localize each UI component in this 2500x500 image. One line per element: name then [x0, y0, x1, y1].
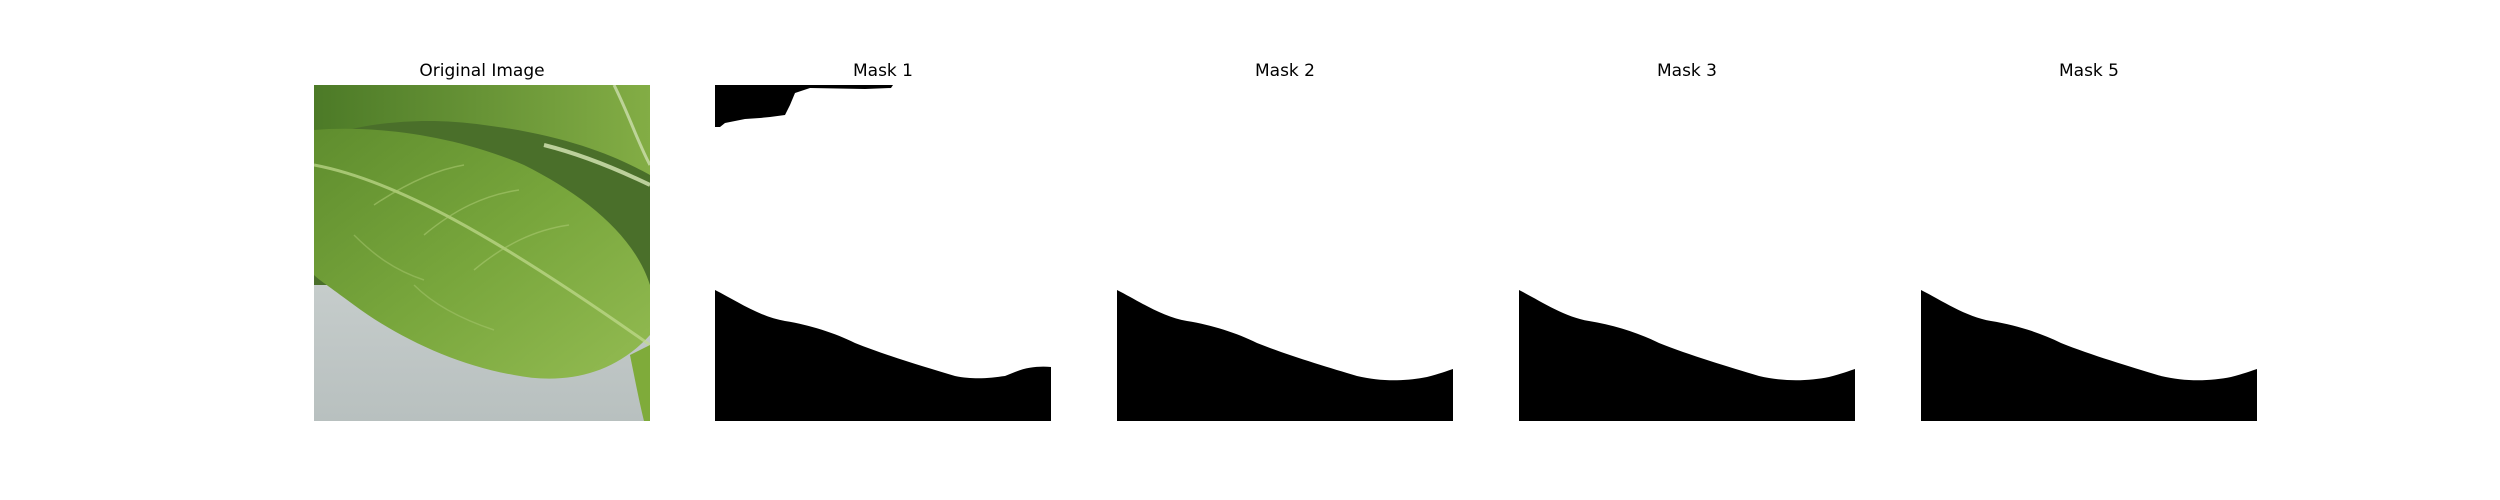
panel-title: Mask 3 — [1656, 61, 1717, 81]
panel-title: Mask 1 — [852, 61, 913, 81]
mask-image — [1921, 85, 2257, 421]
panel-mask-2: Mask 2 — [1117, 0, 1453, 500]
mask-image — [715, 85, 1051, 421]
panel-mask-3: Mask 3 — [1519, 0, 1855, 500]
panel-mask-1: Mask 1 — [715, 0, 1051, 500]
panel-title: Mask 5 — [2058, 61, 2119, 81]
mask-image — [1117, 85, 1453, 421]
panel-original-image: Original Image — [314, 0, 650, 500]
mask-image — [1519, 85, 1855, 421]
leaf-photo — [314, 85, 650, 421]
panel-title: Original Image — [419, 61, 545, 81]
panel-mask-5: Mask 5 — [1921, 0, 2257, 500]
panel-title: Mask 2 — [1254, 61, 1315, 81]
